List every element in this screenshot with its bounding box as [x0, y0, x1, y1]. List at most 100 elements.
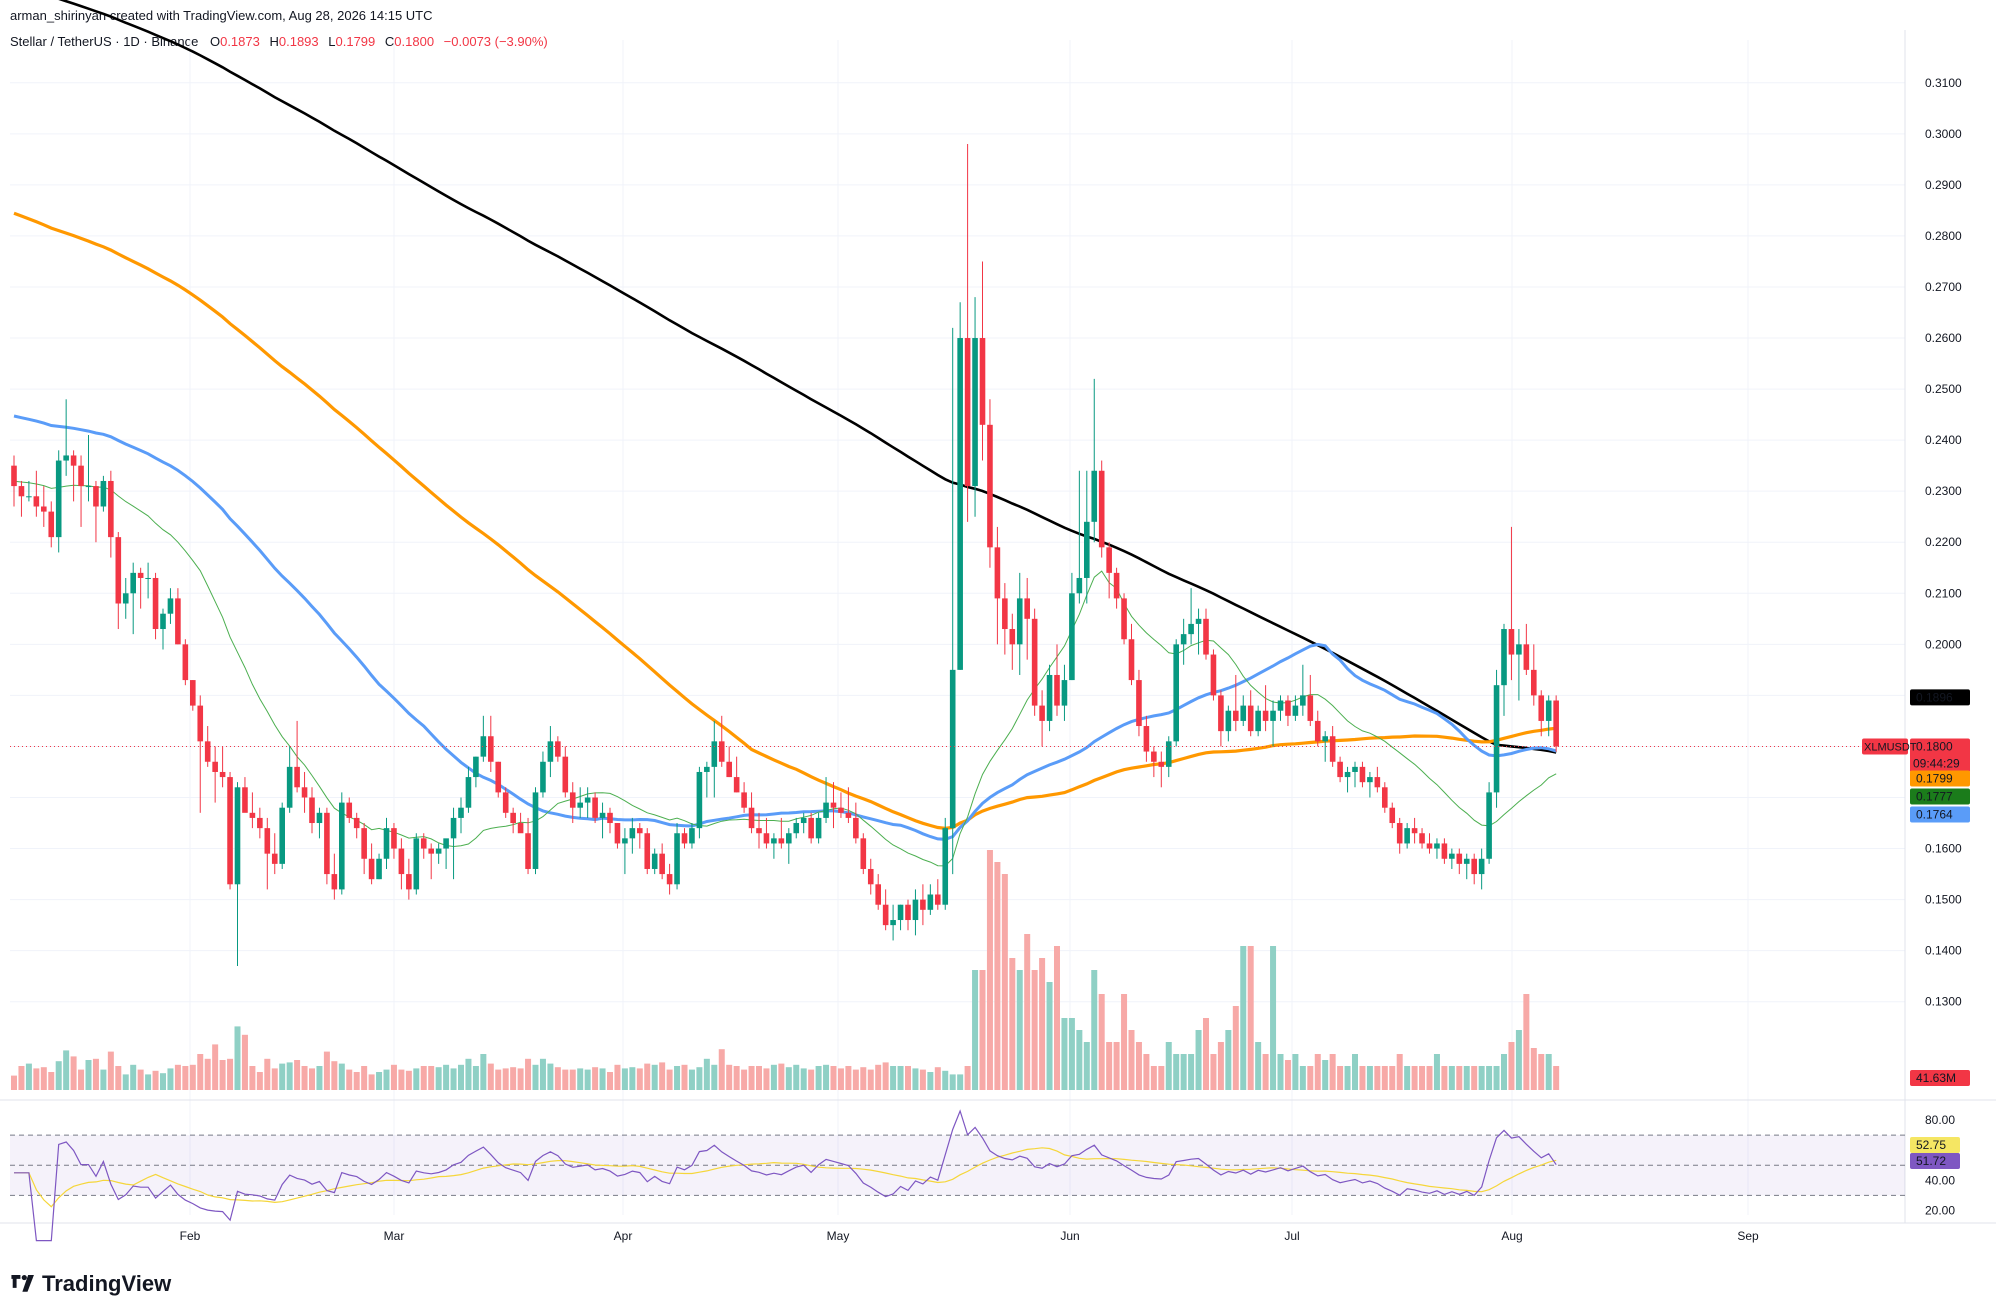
- volume-bar: [1352, 1054, 1358, 1090]
- candle-body: [793, 823, 800, 834]
- candle-body: [93, 486, 99, 507]
- high-label: H: [269, 34, 279, 49]
- high-value: 0.1893: [278, 34, 319, 49]
- candle-body: [882, 904, 889, 926]
- candle-body: [1456, 853, 1463, 864]
- price-tick-label: 0.2300: [1925, 484, 1962, 498]
- volume-bar: [539, 1058, 546, 1090]
- close-label: C: [384, 34, 395, 49]
- candle-body: [309, 797, 315, 824]
- volume-bar: [241, 1034, 248, 1090]
- tradingview-logo[interactable]: TradingView: [10, 1271, 171, 1297]
- volume-bar: [1217, 1042, 1224, 1090]
- volume-bar: [1232, 1006, 1239, 1090]
- volume-bar: [279, 1063, 286, 1090]
- candle-body: [1478, 858, 1485, 875]
- volume-bar: [763, 1068, 770, 1090]
- volume-bar: [741, 1069, 748, 1090]
- volume-bar: [1337, 1066, 1344, 1090]
- volume-bar: [100, 1069, 107, 1090]
- candle-body: [495, 761, 502, 793]
- candle-body: [867, 868, 874, 885]
- volume-bar: [919, 1069, 926, 1090]
- candle-body: [346, 802, 353, 818]
- volume-bar: [636, 1068, 643, 1090]
- volume-bar: [1054, 946, 1060, 1090]
- candle-body: [592, 797, 598, 818]
- candle-body: [78, 465, 84, 487]
- candle-body: [704, 766, 710, 772]
- volume-bar: [1158, 1066, 1165, 1090]
- volume-bar: [18, 1066, 25, 1090]
- volume-bar: [189, 1064, 196, 1090]
- ma-20-line: [13, 480, 1557, 867]
- candle-body: [1255, 710, 1261, 732]
- candle-body: [450, 817, 457, 839]
- volume-bar: [1284, 1060, 1291, 1090]
- price-axis[interactable]: 0.3100 0.3000 0.2900 0.2800 0.2700 0.2600 0.25…: [1925, 76, 1962, 1009]
- volume-bar: [525, 1058, 532, 1090]
- volume-bar: [1478, 1066, 1485, 1090]
- candle-body: [63, 455, 69, 461]
- volume-bar: [569, 1069, 576, 1090]
- volume-bar: [1009, 958, 1016, 1090]
- open-label: O: [209, 34, 221, 49]
- candle-body: [562, 756, 569, 793]
- volume-bar: [614, 1064, 621, 1090]
- volume-bar: [309, 1068, 315, 1090]
- candle-body: [957, 338, 963, 670]
- volume-bar: [629, 1067, 636, 1090]
- candle-body: [70, 455, 77, 466]
- volume-bar: [316, 1066, 323, 1090]
- price-tick-label: 0.2500: [1925, 382, 1962, 396]
- candle-body: [912, 899, 919, 921]
- volume-bar: [770, 1064, 777, 1090]
- candle-body: [1493, 685, 1500, 793]
- candle-body: [137, 572, 144, 578]
- price-tag-box: [1910, 770, 1970, 787]
- volume-bar: [1419, 1066, 1426, 1090]
- candle-body: [1285, 700, 1291, 716]
- candle-body: [1195, 618, 1202, 624]
- volume-bar: [137, 1069, 144, 1090]
- candle-body: [331, 874, 338, 890]
- symbol-title[interactable]: Stellar / TetherUS · 1D · Binance: [10, 34, 199, 49]
- volume-bar: [949, 1074, 956, 1090]
- candle-body: [1449, 853, 1455, 859]
- candle-body: [1210, 654, 1217, 696]
- volume-bar: [174, 1064, 181, 1090]
- candle-body: [197, 705, 204, 742]
- volume-bar: [860, 1067, 867, 1090]
- candle-body: [540, 761, 546, 793]
- volume-bar: [1225, 1030, 1232, 1090]
- candle-body: [1188, 623, 1194, 635]
- candle-body: [875, 884, 881, 905]
- rsi-ma-line: [14, 1147, 1557, 1208]
- candle-body: [949, 669, 956, 829]
- candle-body: [1501, 629, 1507, 686]
- volume-bar: [800, 1068, 807, 1090]
- volume-bar: [405, 1070, 412, 1090]
- volume-bar: [353, 1072, 360, 1090]
- candle-body: [1091, 470, 1098, 522]
- candle-body: [301, 787, 308, 798]
- candle-body: [18, 486, 25, 497]
- candle-body: [465, 777, 472, 808]
- candle-body: [644, 833, 651, 869]
- candle-body: [406, 874, 412, 890]
- open-value: 0.1873: [220, 34, 260, 49]
- candle-body: [845, 812, 852, 818]
- volume-bar: [63, 1050, 70, 1090]
- volume-bar: [815, 1066, 822, 1090]
- volume-bar: [413, 1068, 420, 1090]
- volume-tag: 41.63M: [1910, 1070, 1970, 1086]
- candle-body: [316, 812, 323, 824]
- rsi-tick-label: 40.00: [1925, 1173, 1955, 1187]
- candle-body: [122, 593, 129, 604]
- price-tick-label: 0.1300: [1925, 995, 1962, 1009]
- time-tick-label: Jul: [1284, 1229, 1299, 1243]
- volume-bar: [897, 1066, 904, 1090]
- volume-bar: [1538, 1054, 1545, 1090]
- time-axis[interactable]: Feb Mar Apr May Jun Jul Aug Sep: [180, 1229, 1759, 1243]
